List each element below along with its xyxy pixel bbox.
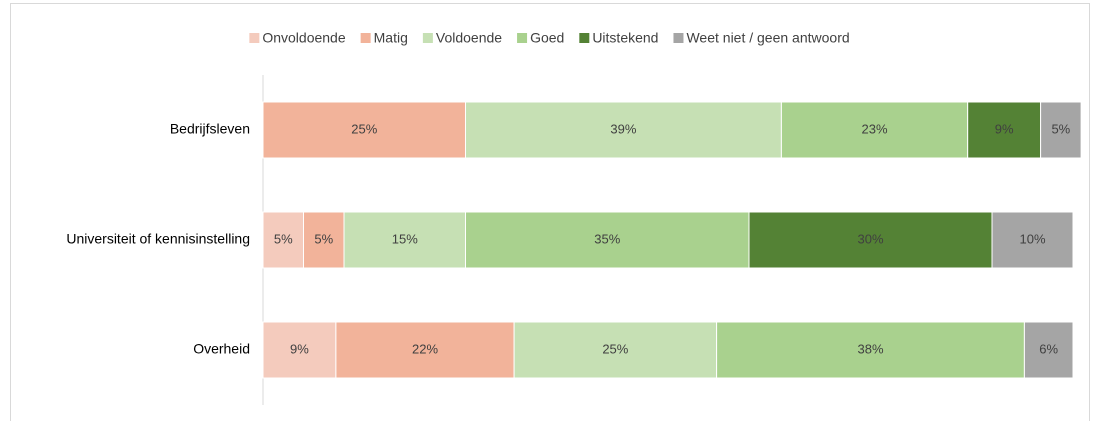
data-label: 25% (602, 341, 628, 356)
legend-swatch (579, 33, 590, 43)
y-tick-label: Universiteit of kennisinstelling (66, 231, 250, 247)
legend-swatch (249, 33, 260, 43)
legend-label: Voldoende (436, 30, 502, 46)
legend-label: Uitstekend (592, 30, 658, 46)
data-label: 9% (995, 121, 1014, 136)
bar-segment (262, 101, 466, 159)
data-label: 5% (1051, 121, 1070, 136)
data-label: 22% (412, 341, 438, 356)
data-label: 15% (392, 231, 418, 246)
data-label: 30% (857, 231, 883, 246)
bar-segment (748, 211, 993, 269)
data-label: 9% (290, 341, 309, 356)
legend-swatch (360, 33, 371, 43)
data-label: 35% (594, 231, 620, 246)
legend-swatch (422, 33, 433, 43)
legend-swatch (673, 33, 684, 43)
data-label: 5% (274, 231, 293, 246)
bar-segment (716, 321, 1025, 379)
bar-segment (1023, 321, 1074, 379)
bar-segment (335, 321, 515, 379)
bar-segment (991, 211, 1074, 269)
data-label: 5% (314, 231, 333, 246)
data-label: 23% (862, 121, 888, 136)
legend-label: Weet niet / geen antwoord (686, 30, 849, 46)
bar-segment (967, 101, 1042, 159)
data-label: 25% (351, 121, 377, 136)
legend-label: Onvoldoende (262, 30, 346, 46)
bar-segment (303, 211, 345, 269)
bar-segment (465, 101, 782, 159)
y-tick-label: Bedrijfsleven (170, 121, 250, 137)
bar-segment (780, 101, 969, 159)
bar-segment (465, 211, 750, 269)
legend-swatch (517, 33, 528, 43)
legend-label: Goed (530, 30, 564, 46)
bar-segment (1040, 101, 1082, 159)
legend-label: Matig (374, 30, 408, 46)
data-label: 38% (857, 341, 883, 356)
data-label: 6% (1039, 341, 1058, 356)
y-tick-label: Overheid (193, 341, 250, 357)
data-label: 10% (1019, 231, 1045, 246)
data-label: 39% (610, 121, 636, 136)
bar-segment (513, 321, 718, 379)
